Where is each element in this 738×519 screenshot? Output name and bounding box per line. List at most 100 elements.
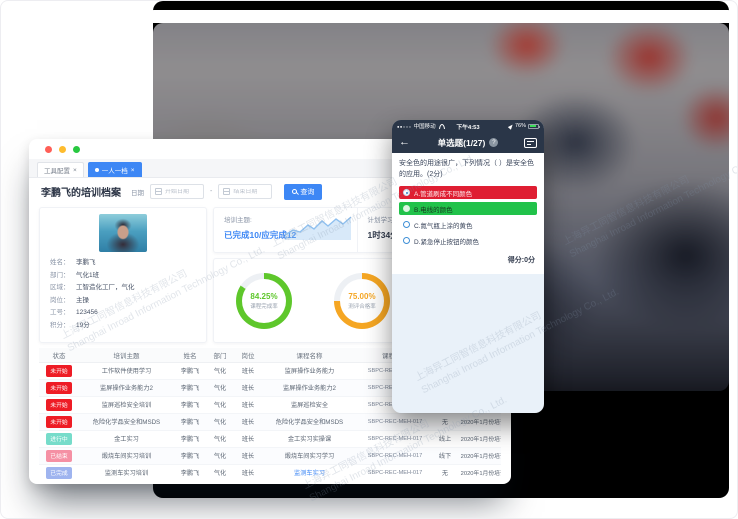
- status-badge: 已完成: [46, 466, 72, 479]
- profile-field-row: 部门： 气化1班: [50, 270, 196, 283]
- window-maximize-button[interactable]: [73, 145, 80, 153]
- cell-name: 李鹏飞: [174, 379, 206, 397]
- phone-title-wrap: 单选题(1/27) ?: [392, 137, 544, 149]
- cell-topic: 监屏巡检安全培训: [79, 396, 174, 414]
- profile-field-row: 岗位： 主操: [50, 295, 196, 308]
- profile-field-row: 区域： 工智造化工厂，气化: [50, 282, 196, 295]
- profile-field-label: 岗位：: [50, 296, 70, 304]
- profile-field-value: 主操: [76, 296, 89, 304]
- assessment-pass-donut: 75.00% 测评合格率: [334, 272, 390, 329]
- end-date-input[interactable]: [233, 188, 268, 195]
- status-left: ●●○○○ 中国移动: [397, 122, 446, 130]
- course-completion-label: 课程完成率: [250, 303, 278, 310]
- quiz-option-c[interactable]: C.氮气瓶上涂的黄色: [399, 218, 537, 231]
- assessment-pass-value: 75.00%: [348, 291, 376, 301]
- page-title: 李鹏飞的培训档案: [41, 188, 121, 199]
- location-arrow-icon: [507, 122, 515, 130]
- back-arrow-icon[interactable]: ←: [399, 136, 410, 148]
- cell-course: 监屏操作业务能力: [262, 362, 357, 380]
- quiz-option-b[interactable]: B.电线的颜色: [399, 202, 537, 215]
- profile-field-row: 工号： 123456: [50, 307, 196, 320]
- status-badge: 已完成: [39, 464, 79, 481]
- tab-bar: 工具配置 × 一人一档 ×: [29, 159, 511, 178]
- cell-code: SBPC-REC-MEH-017: [357, 413, 433, 431]
- tab-close-icon[interactable]: ×: [73, 166, 77, 174]
- cell-post: 班长: [234, 413, 262, 431]
- cell-course: 危险化学品安全和MSDS: [262, 413, 357, 431]
- plan-duration-label: 计划学习时长: [367, 217, 407, 224]
- profile-field-value: 李鹏飞: [76, 259, 96, 266]
- profile-field-label: 区域：: [50, 284, 70, 291]
- cell-dept: 气化: [206, 464, 234, 481]
- tab-tool-config[interactable]: 工具配置 ×: [37, 162, 84, 177]
- status-badge: 进行中: [46, 432, 72, 445]
- start-date-input[interactable]: [165, 188, 199, 195]
- start-date-field[interactable]: [150, 184, 204, 199]
- table-header-cell: 姓名: [174, 348, 206, 363]
- status-badge: 未开始: [46, 364, 72, 377]
- profile-field-label: 工号：: [50, 309, 70, 316]
- course-completion-donut: 84.25% 课程完成率: [236, 272, 292, 329]
- answer-sheet-icon[interactable]: [524, 137, 537, 148]
- phone-nav-bar: ← 单选题(1/27) ?: [392, 132, 544, 153]
- cell-name: 李鹏飞: [174, 362, 206, 380]
- profile-field-label: 部门：: [50, 271, 70, 279]
- cell-dept: 气化: [206, 379, 234, 397]
- cell-course[interactable]: 监测车实习: [262, 464, 357, 481]
- status-time: 下午4:53: [456, 124, 480, 131]
- search-button[interactable]: 查询: [284, 183, 323, 200]
- cell-mode: 线上: [433, 430, 457, 448]
- course-completion-value: 84.25%: [250, 291, 278, 301]
- cell-plan: 2020年1月份培训计划: [457, 413, 501, 431]
- window-minimize-button[interactable]: [59, 145, 66, 153]
- profile-field-label: 积分：: [50, 321, 70, 329]
- options-list: A.管道刷成不同颜色 B.电线的颜色 C.氮气瓶上涂的黄色 D.紧急停止按钮的颜色: [399, 186, 537, 247]
- table-header-cell: 部门: [206, 348, 234, 363]
- end-date-field[interactable]: [218, 184, 273, 199]
- phone-screenshot: ●●○○○ 中国移动 下午4:53 76% ← 单选题(1/27) ? 安全色的…: [392, 120, 544, 413]
- sparkline-chart: [284, 216, 351, 240]
- battery-percent: 76%: [514, 123, 526, 129]
- cell-code: SBPC-REC-MEH-017: [357, 430, 433, 448]
- tab-close-icon[interactable]: ×: [130, 166, 135, 174]
- profile-field-value: 19分: [76, 321, 90, 329]
- profile-field-label: 姓名：: [50, 259, 70, 266]
- phone-status-bar: ●●○○○ 中国移动 下午4:53 76%: [392, 120, 544, 132]
- profile-field-value: 气化1班: [76, 271, 100, 279]
- profile-field-row: 积分： 19分: [50, 320, 196, 333]
- table-row: 未开始 危险化学品安全和MSDS 李鹏飞 气化 班长 危险化学品安全和MSDS SBPC-R…: [39, 413, 501, 431]
- filter-toolbar: 李鹏飞的培训档案 日期 - 查询: [29, 178, 511, 205]
- tab-one-person-one-file[interactable]: 一人一档 ×: [87, 162, 142, 177]
- status-right: 76%: [507, 122, 540, 130]
- option-label: C.氮气瓶上涂的黄色: [414, 222, 473, 230]
- calendar-icon: [223, 188, 231, 195]
- status-badge: 未开始: [46, 398, 72, 411]
- help-icon[interactable]: ?: [489, 138, 499, 147]
- cell-course: 金工实习实操课: [262, 430, 357, 448]
- quiz-option-d[interactable]: D.紧急停止按钮的颜色: [399, 234, 537, 247]
- option-label: B.电线的颜色: [414, 206, 453, 214]
- radio-icon[interactable]: [403, 237, 410, 244]
- assessment-pass-text: 75.00% 测评合格率: [334, 273, 390, 329]
- table-row: 已结束 煅烧车间实习培训 李鹏飞 气化 班长 煅烧车间实习学习 SBPC-REC-MEH-0…: [39, 447, 501, 465]
- cell-name: 李鹏飞: [174, 396, 206, 414]
- training-topic-label: 培训主题:: [224, 217, 252, 224]
- radio-icon[interactable]: [403, 189, 410, 196]
- carrier-label: 中国移动: [413, 124, 436, 130]
- cell-post: 班长: [234, 447, 262, 465]
- cell-dept: 气化: [206, 413, 234, 431]
- radio-icon[interactable]: [403, 205, 410, 212]
- plan-duration-value: 1时34分: [367, 230, 399, 240]
- status-badge: 未开始: [39, 379, 79, 397]
- cell-post: 班长: [234, 464, 262, 481]
- profile-field-value: 123456: [76, 309, 98, 316]
- assessment-pass-label: 测评合格率: [348, 303, 376, 310]
- option-label: A.管道刷成不同颜色: [414, 190, 473, 198]
- cell-dept: 气化: [206, 447, 234, 465]
- quiz-option-a[interactable]: A.管道刷成不同颜色: [399, 186, 537, 199]
- tab-label: 工具配置: [44, 168, 70, 175]
- signal-dots-icon: ●●○○○: [397, 123, 412, 129]
- radio-icon[interactable]: [403, 221, 410, 228]
- window-close-button[interactable]: [45, 145, 52, 153]
- cell-course: 监屏巡检安全: [262, 396, 357, 414]
